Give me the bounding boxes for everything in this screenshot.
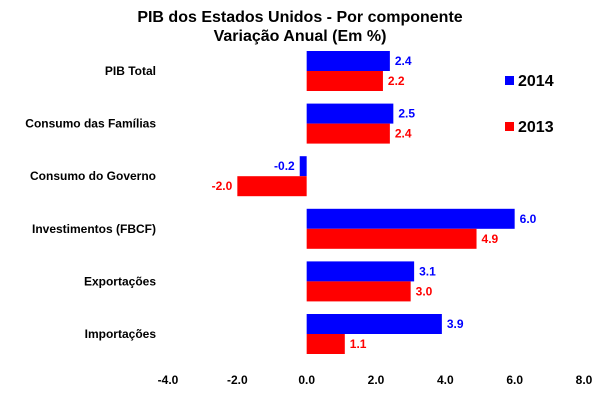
category-label: Consumo das Famílias bbox=[25, 117, 156, 131]
bar-2013 bbox=[306, 228, 477, 249]
bar-2014 bbox=[306, 261, 415, 282]
x-tick-label: 6.0 bbox=[506, 373, 523, 387]
data-labels: 2.4 2.2 2.5 2.4 -0.2 -2.0 6.0 4.9 3.1 3.0 3.9 1.1 bbox=[212, 54, 537, 351]
chart-title: PIB dos Estados Unidos - Por componente bbox=[137, 9, 462, 26]
bar-2014 bbox=[306, 314, 442, 334]
data-label-2013: -2.0 bbox=[212, 179, 233, 193]
x-tick-label: 4.0 bbox=[437, 373, 454, 387]
category-label: Investimentos (FBCF) bbox=[32, 222, 156, 236]
data-label-2013: 3.0 bbox=[416, 284, 433, 298]
category-label: Exportações bbox=[84, 274, 156, 288]
bar-2013 bbox=[306, 71, 383, 91]
x-tick-label: 0.0 bbox=[298, 373, 315, 387]
x-tick-label: 2.0 bbox=[368, 373, 385, 387]
legend-label-2013: 2013 bbox=[518, 119, 554, 136]
category-label: PIB Total bbox=[105, 64, 156, 78]
data-label-2014: 3.9 bbox=[447, 317, 464, 331]
data-label-2014: 2.5 bbox=[398, 107, 415, 121]
bar-2013 bbox=[306, 334, 345, 354]
data-label-2014: 2.4 bbox=[395, 54, 412, 68]
data-label-2013: 4.9 bbox=[482, 232, 499, 246]
bar-2014 bbox=[299, 156, 307, 177]
x-tick-label: -4.0 bbox=[158, 373, 179, 387]
data-label-2014: 3.1 bbox=[419, 264, 436, 278]
category-label: Consumo do Governo bbox=[30, 169, 156, 183]
chart-subtitle: Variação Anual (Em %) bbox=[214, 28, 387, 45]
bar-2013 bbox=[306, 281, 411, 302]
bar-2014 bbox=[306, 103, 394, 124]
bar-2013 bbox=[306, 123, 390, 144]
x-tick-label: 8.0 bbox=[576, 373, 593, 387]
category-label: Importações bbox=[85, 327, 157, 341]
legend-label-2014: 2014 bbox=[518, 73, 554, 90]
bars bbox=[237, 51, 515, 354]
data-label-2014: 6.0 bbox=[520, 212, 537, 226]
bar-2014 bbox=[306, 51, 390, 71]
bar-2014 bbox=[306, 208, 515, 229]
data-label-2013: 2.2 bbox=[388, 74, 405, 88]
x-tick-label: -2.0 bbox=[227, 373, 248, 387]
legend-swatch-2013 bbox=[505, 122, 514, 131]
data-label-2013: 1.1 bbox=[350, 337, 367, 351]
legend-swatch-2014 bbox=[505, 76, 514, 85]
bar-2013 bbox=[237, 176, 307, 197]
legend: 2014 2013 bbox=[505, 73, 554, 136]
x-axis-tick-labels: -4.0 -2.0 0.0 2.0 4.0 6.0 8.0 bbox=[158, 373, 593, 387]
category-labels: PIB Total Consumo das Famílias Consumo do … bbox=[25, 64, 156, 341]
data-label-2014: -0.2 bbox=[274, 159, 295, 173]
data-label-2013: 2.4 bbox=[395, 127, 412, 141]
